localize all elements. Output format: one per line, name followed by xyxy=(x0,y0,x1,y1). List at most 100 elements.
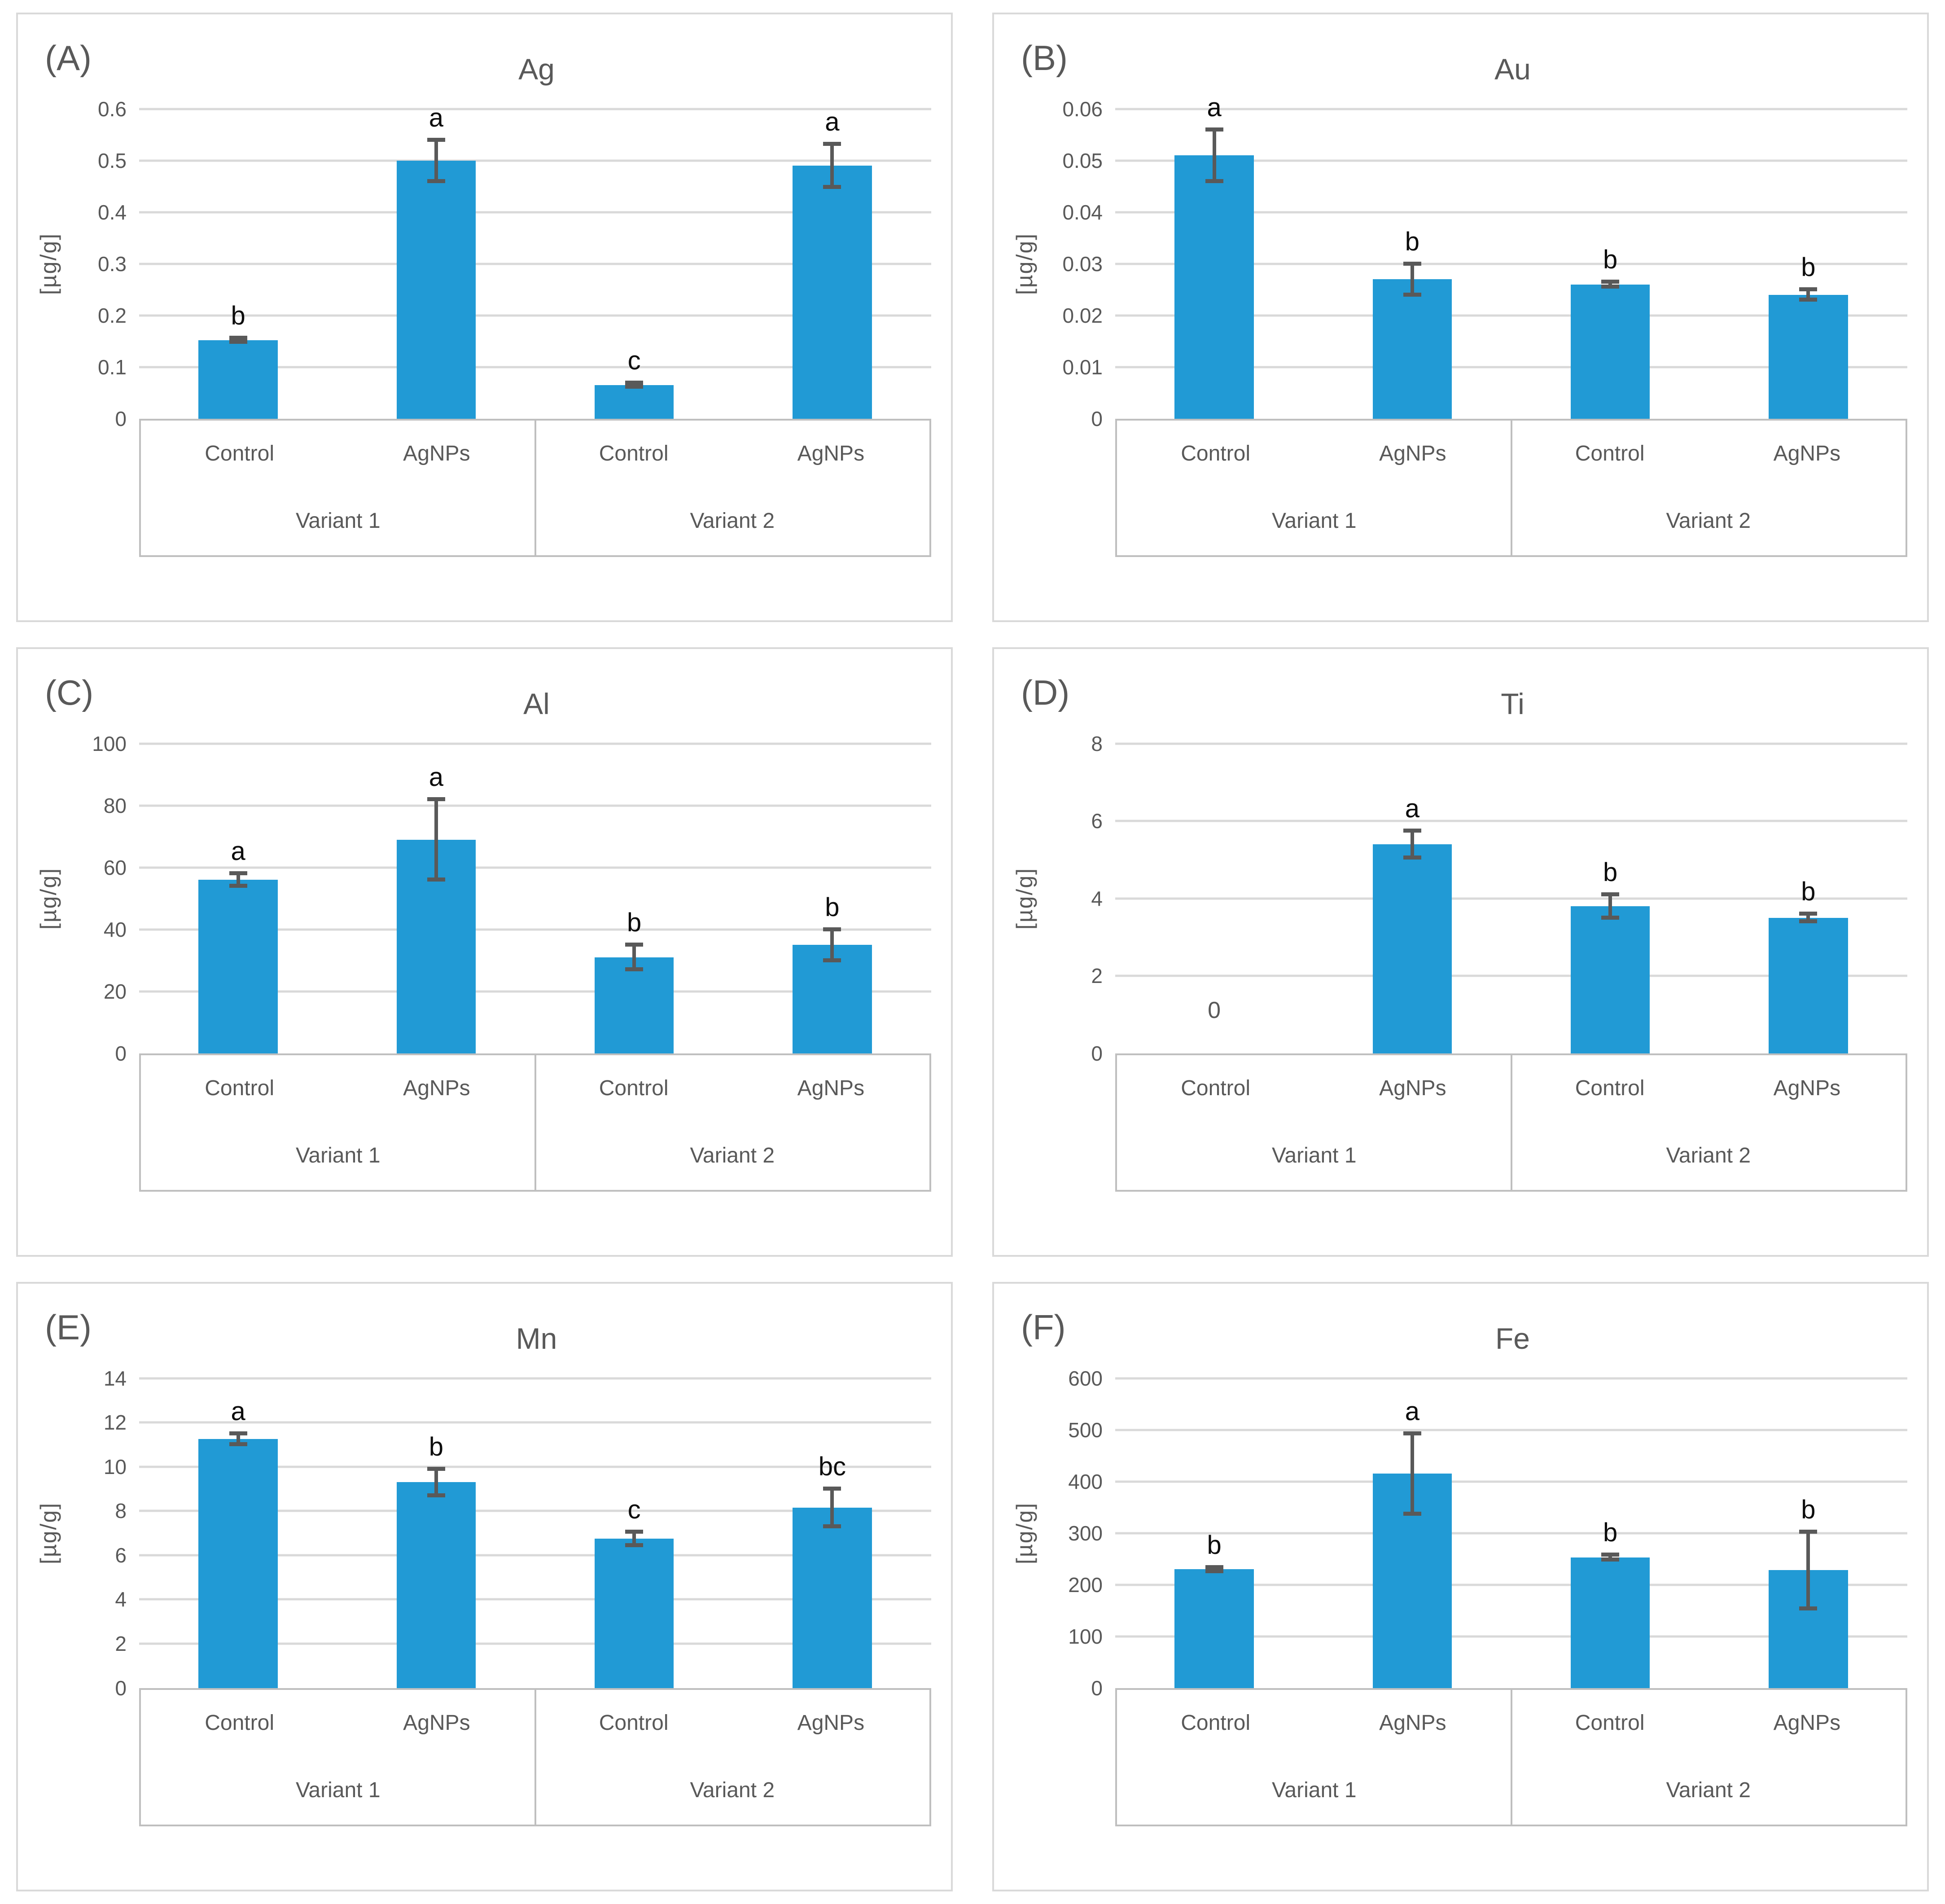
error-bar xyxy=(1608,1554,1612,1560)
bar-variant2-control xyxy=(594,957,674,1053)
error-bar-cap-top xyxy=(1799,912,1818,916)
y-tick-labels: 0 20 40 60 80 100 xyxy=(67,733,139,1064)
y-tick-label: 0.5 xyxy=(98,149,127,172)
y-tick-label: 200 xyxy=(1068,1573,1103,1597)
gridline xyxy=(1115,1429,1907,1431)
y-tick-labels: 0 0.1 0.2 0.3 0.4 0.5 0.6 xyxy=(67,99,139,429)
variant-label-row: Variant 1 Variant 2 xyxy=(141,1756,929,1825)
chart-body: [µg/g] 0 0.1 0.2 0.3 0.4 0.5 0.6 b a c a Control AgNP… xyxy=(30,99,931,557)
variant-group-divider xyxy=(534,420,536,555)
significance-label: b xyxy=(231,301,245,331)
chart-title: Fe xyxy=(1495,1322,1530,1355)
y-axis-label-column: [µg/g] xyxy=(1006,1378,1043,1688)
error-bar-cap-top xyxy=(1403,828,1421,833)
error-bar-cap-bottom xyxy=(823,185,841,189)
plot-wrap: a a b b Control AgNPs Control AgNPs Variant 1 Var… xyxy=(139,742,931,1192)
category-label: AgNPs xyxy=(1773,1076,1841,1101)
category-label: AgNPs xyxy=(403,1711,470,1735)
y-tick-label: 20 xyxy=(103,979,127,1003)
category-label: AgNPs xyxy=(403,442,470,466)
bar-variant2-agnps xyxy=(793,166,872,419)
error-bar-cap-bottom xyxy=(823,1524,841,1528)
error-bar xyxy=(1212,129,1216,181)
gridline xyxy=(139,1598,931,1601)
variant-group-divider xyxy=(1510,1055,1512,1190)
y-axis-label-column: [µg/g] xyxy=(30,109,67,419)
plot-area: a b c bc xyxy=(139,1377,931,1688)
significance-label: b xyxy=(1603,1518,1618,1547)
bar-variant1-control xyxy=(198,1439,278,1688)
error-bar-cap-bottom xyxy=(1403,1512,1421,1516)
gridline xyxy=(139,159,931,162)
gridline xyxy=(139,928,931,931)
gridline xyxy=(139,108,931,110)
error-bar-cap-top xyxy=(625,943,644,947)
gridline xyxy=(139,866,931,869)
y-tick-label: 0 xyxy=(115,407,127,430)
bar-variant2-control xyxy=(594,385,674,419)
chart-title: Au xyxy=(1494,53,1531,86)
error-bar-cap-top xyxy=(229,871,247,876)
gridline xyxy=(1115,742,1907,745)
category-label: AgNPs xyxy=(797,442,865,466)
error-bar xyxy=(1608,281,1612,287)
y-tick-labels: 0 100 200 300 400 500 600 xyxy=(1043,1368,1115,1698)
bar-variant2-agnps xyxy=(793,945,872,1053)
y-tick-label: 100 xyxy=(1068,1624,1103,1648)
error-bar xyxy=(434,799,438,880)
y-tick-label: 40 xyxy=(103,917,127,941)
error-bar-cap-bottom xyxy=(427,1493,445,1497)
gridline xyxy=(139,1465,931,1468)
bar-variant2-control xyxy=(1570,1557,1650,1688)
error-bar-cap-bottom xyxy=(229,1442,247,1447)
y-tick-label: 14 xyxy=(103,1366,127,1390)
y-tick-label: 0.03 xyxy=(1062,252,1103,276)
significance-label: b xyxy=(1801,1495,1816,1525)
panel-mn: (E) Mn [µg/g] 0 2 4 6 8 10 12 14 a b c bc Control AgNPs C… xyxy=(16,1282,953,1891)
gridline xyxy=(1115,897,1907,900)
error-bar-cap-bottom xyxy=(1799,1606,1818,1610)
error-bar-cap-bottom xyxy=(1205,1569,1223,1573)
error-bar-cap-top xyxy=(427,797,445,801)
gridline xyxy=(139,804,931,807)
category-label: AgNPs xyxy=(1773,442,1841,466)
panel-letter: (B) xyxy=(1021,38,1068,78)
bar-variant1-control xyxy=(1174,155,1254,419)
error-bar-cap-top xyxy=(625,1530,644,1534)
error-bar-cap-bottom xyxy=(1403,855,1421,860)
y-tick-label: 0 xyxy=(115,1676,127,1700)
bar-variant2-control xyxy=(594,1538,674,1688)
error-bar xyxy=(1806,290,1810,300)
panel-letter: (F) xyxy=(1021,1307,1066,1347)
category-label: Control xyxy=(1181,1076,1250,1101)
significance-label: b xyxy=(1801,877,1816,907)
variant-label: Variant 2 xyxy=(690,1144,775,1168)
variant-label: Variant 1 xyxy=(1271,509,1357,533)
panel-letter: (E) xyxy=(45,1307,92,1347)
error-bar-cap-top xyxy=(1205,127,1223,132)
y-axis-label-column: [µg/g] xyxy=(30,1378,67,1688)
y-tick-label: 0.1 xyxy=(98,355,127,379)
error-bar-cap-bottom xyxy=(229,884,247,888)
bar-variant1-control xyxy=(198,880,278,1053)
y-tick-label: 0 xyxy=(115,1041,127,1065)
variant-label: Variant 1 xyxy=(1271,1778,1357,1803)
y-axis-label-column: [µg/g] xyxy=(1006,109,1043,419)
error-bar xyxy=(632,945,636,970)
error-bar xyxy=(1410,830,1414,858)
y-axis-label: [µg/g] xyxy=(36,1502,61,1564)
gridline xyxy=(139,1509,931,1512)
variant-label: Variant 2 xyxy=(690,1778,775,1803)
gridline xyxy=(1115,159,1907,162)
variant-label: Variant 2 xyxy=(690,509,775,533)
significance-label: b xyxy=(1603,245,1618,274)
y-tick-labels: 0 2 4 6 8 xyxy=(1043,733,1115,1064)
chart-body: [µg/g] 0 2 4 6 8 0 a b b Control AgNPs Control AgNPs V… xyxy=(1006,733,1907,1192)
y-tick-label: 0.04 xyxy=(1062,200,1103,224)
gridline xyxy=(1115,1480,1907,1483)
error-bar-cap-top xyxy=(1205,1565,1223,1569)
error-bar-cap-top xyxy=(229,1431,247,1435)
bar-variant1-control xyxy=(1174,1569,1254,1688)
error-bar-cap-bottom xyxy=(1601,915,1620,920)
y-tick-label: 4 xyxy=(115,1588,127,1611)
